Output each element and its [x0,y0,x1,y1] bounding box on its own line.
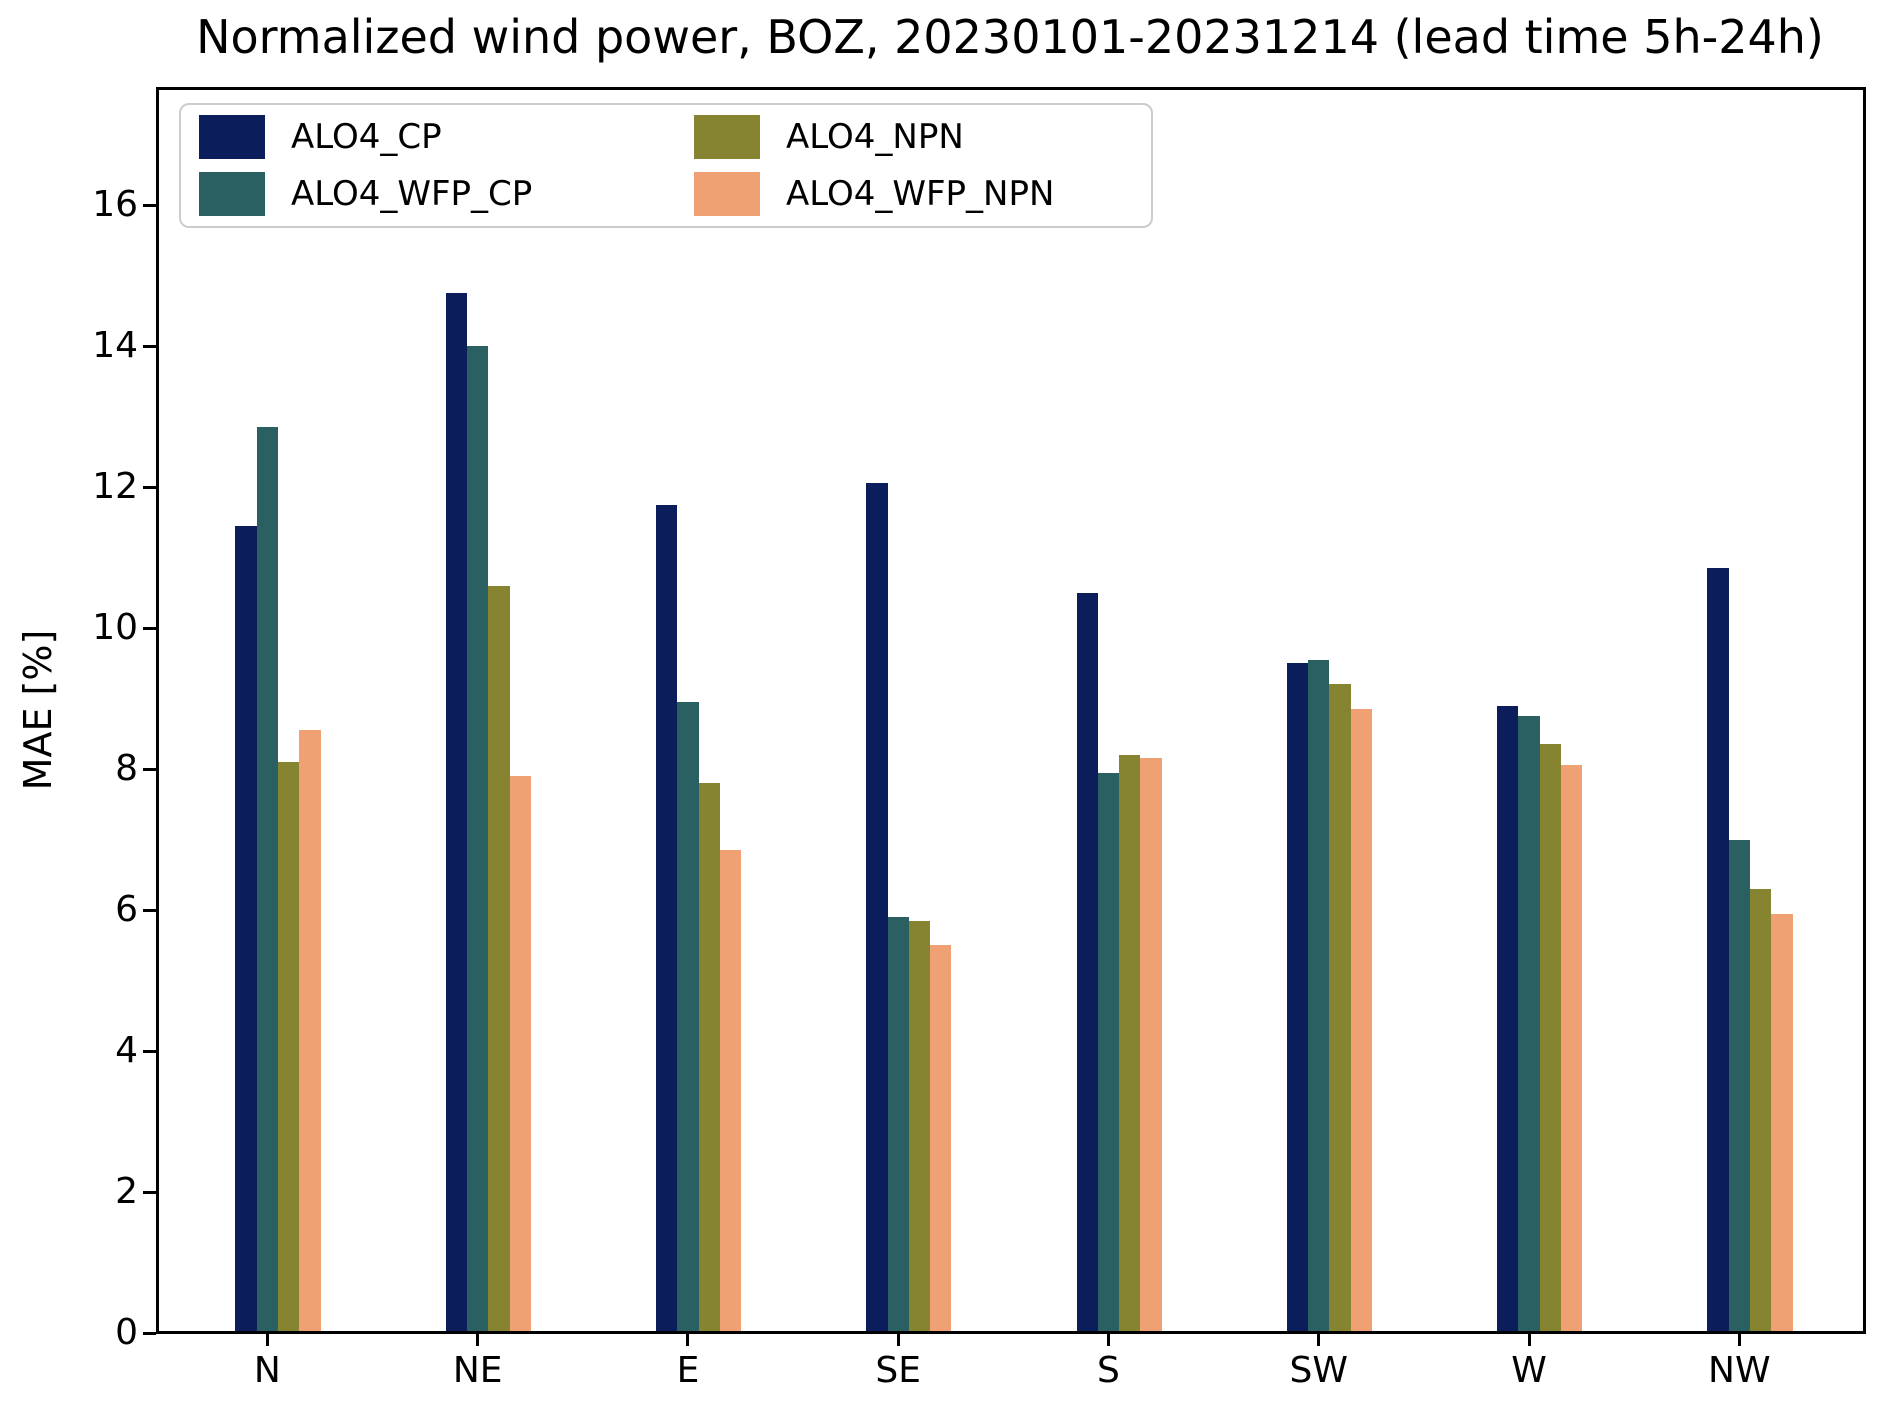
x-tick-mark [1106,1333,1110,1346]
y-tick-label: 14 [92,325,138,366]
y-tick-label: 16 [92,184,138,225]
y-tick-label: 6 [115,889,138,930]
bar-ALO4_WFP_NPN-NE [509,776,531,1333]
y-tick-label: 2 [115,1171,138,1212]
y-tick-mark [142,344,156,348]
legend-item-ALO4_WFP_NPN: ALO4_WFP_NPN [694,171,1151,216]
x-tick-mark [265,1333,269,1346]
bar-ALO4_CP-N [235,525,257,1333]
x-tick-label: S [1097,1350,1120,1391]
bar-ALO4_WFP_CP-SE [887,917,909,1333]
legend-swatch-ALO4_CP [199,115,265,160]
x-tick-label: N [253,1350,281,1391]
bar-ALO4_NPN-S [1119,754,1141,1333]
bar-ALO4_NPN-E [698,783,720,1333]
x-tick-mark [1737,1333,1741,1346]
y-tick-mark [142,203,156,207]
bar-ALO4_CP-W [1497,705,1519,1333]
bar-ALO4_CP-NW [1707,568,1729,1333]
legend-swatch-ALO4_WFP_NPN [694,171,760,216]
bar-ALO4_CP-E [655,504,678,1333]
y-tick-mark [142,908,156,912]
bar-ALO4_WFP_CP-NW [1728,839,1750,1333]
y-tick-mark [142,1049,156,1053]
bar-ALO4_CP-NE [445,293,468,1333]
bar-ALO4_WFP_NPN-N [299,730,321,1333]
y-tick-label: 8 [115,748,138,789]
bar-ALO4_NPN-SE [908,920,931,1333]
x-tick-mark [896,1333,900,1346]
x-tick-mark [476,1333,480,1346]
bar-ALO4_CP-SW [1286,663,1309,1333]
x-tick-label: NW [1708,1350,1771,1391]
x-tick-mark [686,1333,690,1346]
bar-ALO4_WFP_CP-W [1518,716,1540,1333]
chart-title: Normalized wind power, BOZ, 20230101-202… [196,10,1824,64]
y-tick-label: 10 [92,607,138,648]
legend-label: ALO4_WFP_NPN [786,173,1055,214]
bar-ALO4_WFP_NPN-SW [1350,709,1372,1333]
y-tick-mark [142,1190,156,1194]
axes-frame [156,87,1866,1334]
y-tick-mark [142,626,156,630]
legend-label: ALO4_CP [291,117,442,158]
y-tick-mark [142,1331,156,1335]
x-tick-label: SE [875,1350,921,1391]
legend-swatch-ALO4_NPN [694,115,760,160]
bar-ALO4_CP-S [1076,592,1098,1333]
bar-ALO4_CP-SE [866,483,888,1333]
bar-ALO4_WFP_NPN-NW [1771,913,1793,1333]
bar-ALO4_WFP_NPN-W [1560,765,1583,1333]
legend-label: ALO4_WFP_CP [291,173,533,214]
bar-ALO4_WFP_CP-E [677,702,699,1333]
x-tick-mark [1527,1333,1531,1346]
y-tick-label: 0 [115,1312,138,1353]
bar-ALO4_WFP_NPN-SE [930,945,952,1333]
y-tick-mark [142,767,156,771]
legend-item-ALO4_WFP_CP: ALO4_WFP_CP [199,171,694,216]
x-tick-mark [1317,1333,1321,1346]
bar-ALO4_NPN-NE [488,585,510,1333]
x-tick-label: NE [452,1350,503,1391]
y-tick-label: 12 [92,466,138,507]
legend: ALO4_CP ALO4_WFP_CP ALO4_NPN ALO4_WFP_NPN [179,103,1153,228]
bar-ALO4_WFP_NPN-E [719,850,742,1333]
bar-ALO4_NPN-NW [1749,888,1772,1333]
y-tick-mark [142,485,156,489]
bar-ALO4_WFP_CP-SW [1308,659,1330,1333]
y-tick-label: 4 [115,1030,138,1071]
bar-ALO4_WFP_CP-N [256,427,279,1333]
bar-ALO4_WFP_CP-S [1097,772,1120,1333]
bar-ALO4_WFP_CP-NE [467,346,489,1333]
bar-ALO4_NPN-SW [1329,684,1351,1333]
legend-item-ALO4_CP: ALO4_CP [199,115,694,160]
legend-item-ALO4_NPN: ALO4_NPN [694,115,1151,160]
bar-ALO4_WFP_NPN-S [1140,758,1162,1333]
x-tick-label: E [676,1350,700,1391]
legend-label: ALO4_NPN [786,117,964,158]
bar-ALO4_NPN-W [1539,744,1561,1333]
x-tick-label: SW [1289,1350,1348,1391]
legend-swatch-ALO4_WFP_CP [199,171,265,216]
bar-ALO4_NPN-N [278,761,300,1333]
x-tick-label: W [1511,1350,1547,1391]
